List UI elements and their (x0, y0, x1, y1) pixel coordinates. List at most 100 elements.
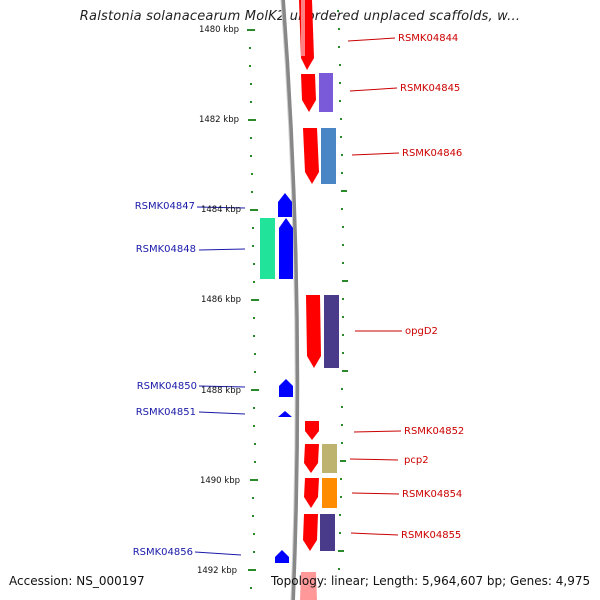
scale-minor-tick (250, 137, 252, 139)
gene-RSMK04855-arrow[interactable] (303, 514, 318, 551)
scale-major-tick (251, 299, 259, 301)
scale-minor-tick (249, 65, 251, 67)
gene-label-RSMK04850[interactable]: RSMK04850 (137, 381, 197, 392)
block-RSMK04845[interactable] (319, 73, 333, 112)
scale-label-1486: 1486 kbp (201, 295, 241, 305)
scale-minor-tick (253, 335, 255, 337)
guide-dot (341, 406, 343, 408)
block-pcp2[interactable] (322, 444, 337, 473)
block-RSMK04855[interactable] (320, 514, 335, 551)
gene-bottom-arrow[interactable] (300, 572, 317, 600)
leader-lines (194, 37, 402, 556)
gene-RSMK04852-arrow[interactable] (305, 421, 319, 440)
guide-dot (338, 550, 344, 552)
scale-minor-tick (253, 281, 255, 283)
guide-dot (342, 352, 344, 354)
gene-RSMK04856-arrow[interactable] (275, 550, 289, 563)
guide-dot (340, 136, 342, 138)
scale-minor-tick (250, 155, 252, 157)
scale-label-1490: 1490 kbp (200, 476, 240, 486)
guide-dot (340, 478, 342, 480)
scale-label-1492: 1492 kbp (197, 566, 237, 576)
gene-opgD2-arrow[interactable] (306, 295, 321, 368)
scale-minor-tick (252, 515, 254, 517)
gene-label-RSMK04854[interactable]: RSMK04854 (402, 489, 462, 500)
guide-dot (341, 208, 343, 210)
gene-label-RSMK04847[interactable]: RSMK04847 (135, 201, 195, 212)
block-opgD2[interactable] (324, 295, 339, 368)
block-RSMK04854[interactable] (322, 478, 337, 508)
guide-dot (342, 226, 344, 228)
guide-dot (342, 280, 348, 282)
scale-major-tick (248, 569, 256, 571)
scale-minor-tick (254, 371, 256, 373)
scale-ruler (247, 29, 259, 589)
guide-dot (341, 154, 343, 156)
right-guide-dots (337, 10, 348, 570)
reverse-genes (260, 193, 293, 563)
scale-minor-tick (251, 173, 253, 175)
gene-label-opgD2[interactable]: opgD2 (405, 326, 438, 337)
gene-label-RSMK04846[interactable]: RSMK04846 (402, 148, 462, 159)
guide-dot (339, 100, 341, 102)
gene-label-RSMK04852[interactable]: RSMK04852 (404, 426, 464, 437)
gene-RSMK04848-arrow[interactable] (279, 218, 293, 279)
gene-RSMK04846-arrow[interactable] (303, 128, 319, 184)
gene-label-RSMK04851[interactable]: RSMK04851 (136, 407, 196, 418)
guide-dot (339, 82, 341, 84)
scale-minor-tick (250, 587, 252, 589)
accession-text: Accession: NS_000197 (9, 574, 145, 588)
block-RSMK04848[interactable] (260, 218, 275, 279)
scale-minor-tick (251, 191, 253, 193)
gene-RSMK04854-arrow[interactable] (304, 478, 319, 508)
guide-dot (337, 10, 339, 12)
genome-backbone-highlight (280, 0, 296, 600)
scale-minor-tick (253, 407, 255, 409)
topology-text: Topology: linear; Length: 5,964,607 bp; … (271, 574, 591, 588)
guide-dot (338, 28, 340, 30)
left-gene-labels: RSMK04847 RSMK04848 RSMK04850 RSMK04851 … (133, 201, 197, 558)
right-gene-labels: RSMK04844 RSMK04845 RSMK04846 opgD2 RSMK… (398, 33, 464, 541)
gene-label-pcp2[interactable]: pcp2 (404, 455, 429, 466)
guide-dot (338, 568, 340, 570)
scale-minor-tick (253, 425, 255, 427)
scale-label-1480: 1480 kbp (199, 25, 239, 35)
scale-major-tick (250, 209, 258, 211)
guide-dot (341, 190, 347, 192)
gene-label-RSMK04845[interactable]: RSMK04845 (400, 83, 460, 94)
scale-major-tick (247, 29, 255, 31)
gene-label-RSMK04844[interactable]: RSMK04844 (398, 33, 458, 44)
gene-label-RSMK04848[interactable]: RSMK04848 (136, 244, 196, 255)
guide-dot (342, 370, 348, 372)
guide-dot (342, 316, 344, 318)
gene-label-RSMK04856[interactable]: RSMK04856 (133, 547, 193, 558)
guide-dot (338, 46, 340, 48)
scale-label-1488: 1488 kbp (201, 386, 241, 396)
scale-minor-tick (254, 443, 256, 445)
guide-dot (342, 244, 344, 246)
guide-dot (341, 388, 343, 390)
scale-major-tick (251, 389, 259, 391)
gene-RSMK04850-arrow[interactable] (279, 379, 293, 397)
guide-dot (342, 262, 344, 264)
guide-dot (339, 532, 341, 534)
gene-label-RSMK04855[interactable]: RSMK04855 (401, 530, 461, 541)
guide-dot (339, 64, 341, 66)
guide-dot (340, 118, 342, 120)
gene-RSMK04851-arrow[interactable] (278, 411, 292, 417)
gene-RSMK04845-arrow[interactable] (301, 74, 316, 112)
scale-minor-tick (250, 101, 252, 103)
scale-minor-tick (254, 353, 256, 355)
gene-pcp2-arrow[interactable] (304, 444, 319, 473)
gene-RSMK04847-arrow[interactable] (278, 193, 292, 217)
function-blocks (319, 73, 339, 551)
scale-major-tick (248, 119, 256, 121)
guide-dot (341, 172, 343, 174)
scale-minor-tick (254, 461, 256, 463)
scale-minor-tick (250, 83, 252, 85)
scale-minor-tick (253, 551, 255, 553)
scale-minor-tick (252, 245, 254, 247)
block-RSMK04846[interactable] (321, 128, 336, 184)
scale-minor-tick (252, 227, 254, 229)
